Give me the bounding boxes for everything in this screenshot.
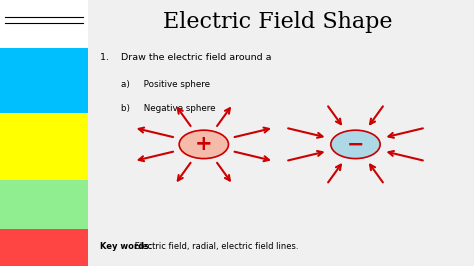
Text: Electric field, radial, electric field lines.: Electric field, radial, electric field l…: [132, 242, 298, 251]
Text: Electric: Electric: [22, 7, 66, 17]
Text: Analyse: Analyse: [4, 184, 39, 193]
Text: Apply: Apply: [4, 117, 29, 126]
Text: Electric Field Shape: Electric Field Shape: [163, 11, 392, 33]
Text: b)     Negative sphere: b) Negative sphere: [121, 104, 215, 113]
Circle shape: [331, 130, 380, 159]
Text: knowledge of
electric fields to
infer how
charges move.: knowledge of electric fields to infer ho…: [4, 130, 65, 172]
Text: Hypothesise: Hypothesise: [4, 233, 60, 242]
Text: +: +: [195, 134, 213, 154]
Text: why we get
sparks: why we get sparks: [4, 246, 48, 266]
Text: Fields: Fields: [26, 21, 62, 31]
Circle shape: [179, 130, 228, 159]
Text: a)     Positive sphere: a) Positive sphere: [121, 80, 210, 89]
Text: −: −: [347, 134, 364, 154]
Text: 1.    Draw the electric field around a: 1. Draw the electric field around a: [100, 53, 271, 62]
Text: the shape
of an electric
field.: the shape of an electric field.: [4, 65, 54, 96]
Text: experiments
showing electric
field properties.: experiments showing electric field prope…: [4, 196, 66, 227]
Text: Recall: Recall: [4, 52, 31, 61]
Text: Key words:: Key words:: [100, 242, 152, 251]
